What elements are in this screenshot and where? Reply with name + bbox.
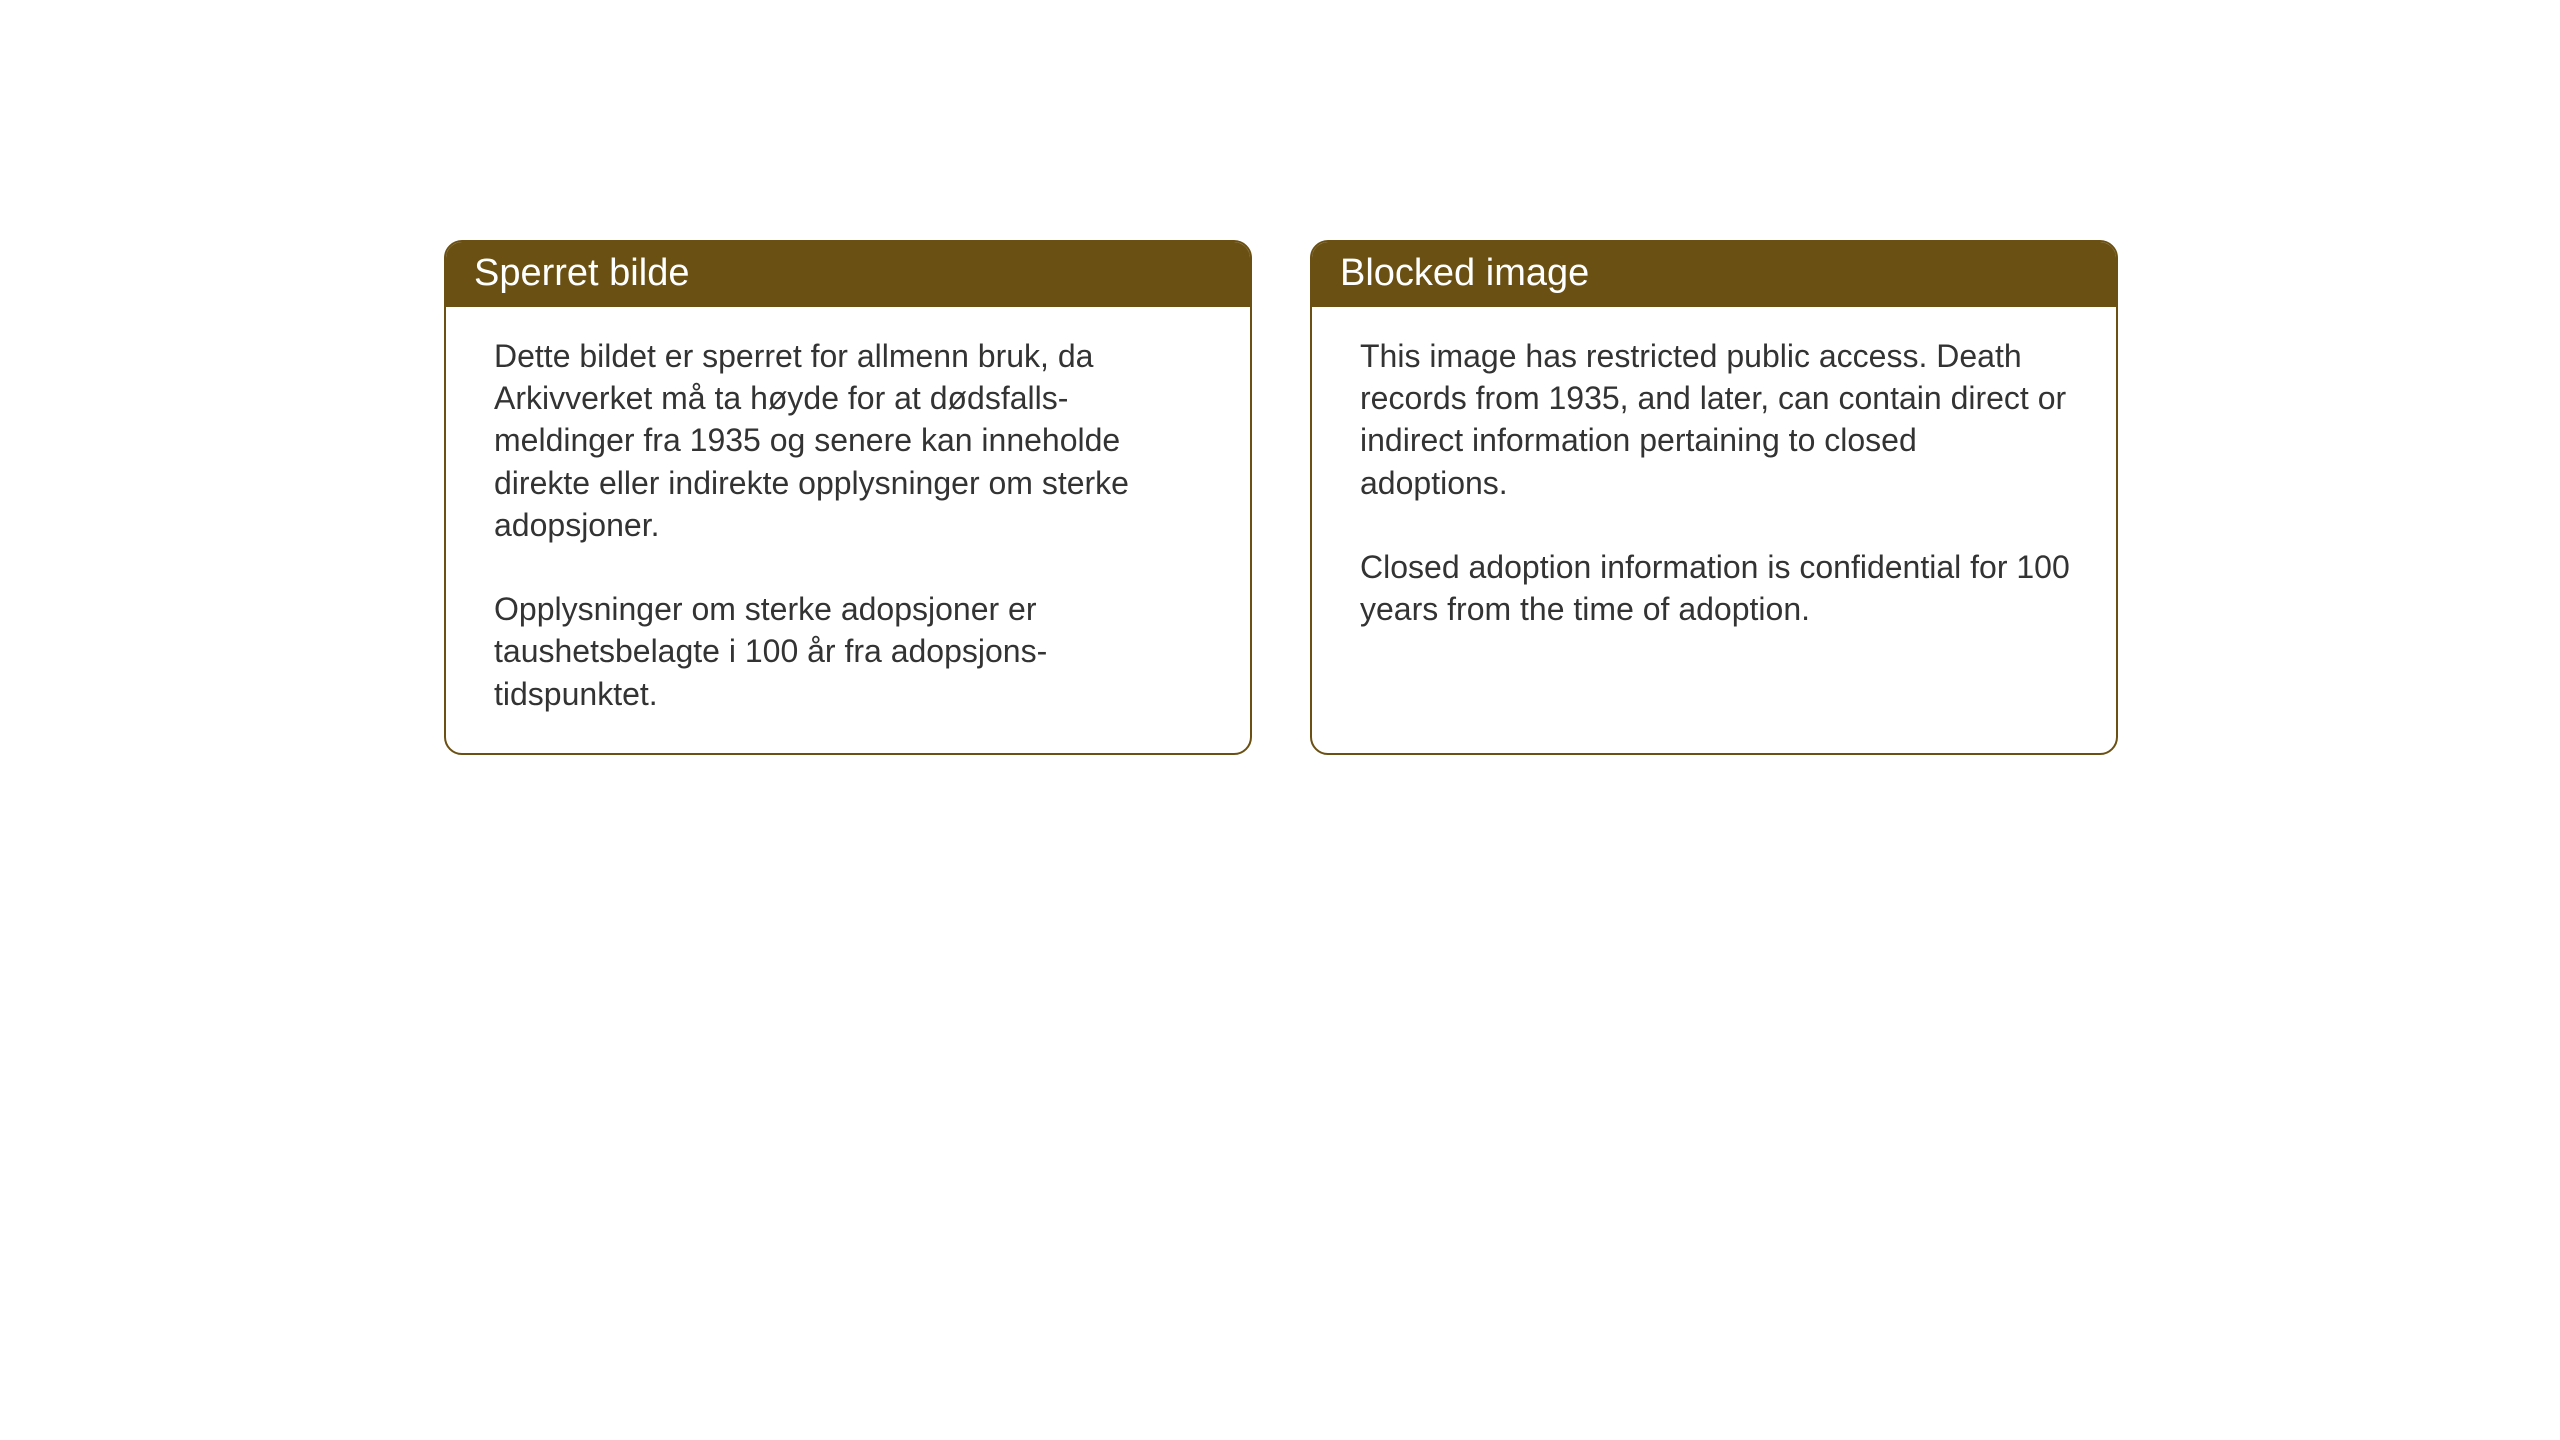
- card-paragraph2-norwegian: Opplysninger om sterke adopsjoner er tau…: [494, 588, 1206, 715]
- notice-card-norwegian: Sperret bilde Dette bildet er sperret fo…: [444, 240, 1252, 755]
- card-paragraph1-english: This image has restricted public access.…: [1360, 335, 2072, 504]
- notice-card-english: Blocked image This image has restricted …: [1310, 240, 2118, 755]
- card-title-norwegian: Sperret bilde: [474, 252, 689, 294]
- card-paragraph1-norwegian: Dette bildet er sperret for allmenn bruk…: [494, 335, 1206, 546]
- card-header-norwegian: Sperret bilde: [446, 242, 1250, 307]
- card-paragraph2-english: Closed adoption information is confident…: [1360, 546, 2072, 630]
- card-header-english: Blocked image: [1312, 242, 2116, 307]
- card-body-norwegian: Dette bildet er sperret for allmenn bruk…: [446, 307, 1250, 753]
- cards-container: Sperret bilde Dette bildet er sperret fo…: [444, 240, 2118, 755]
- card-body-english: This image has restricted public access.…: [1312, 307, 2116, 668]
- card-title-english: Blocked image: [1340, 252, 1589, 294]
